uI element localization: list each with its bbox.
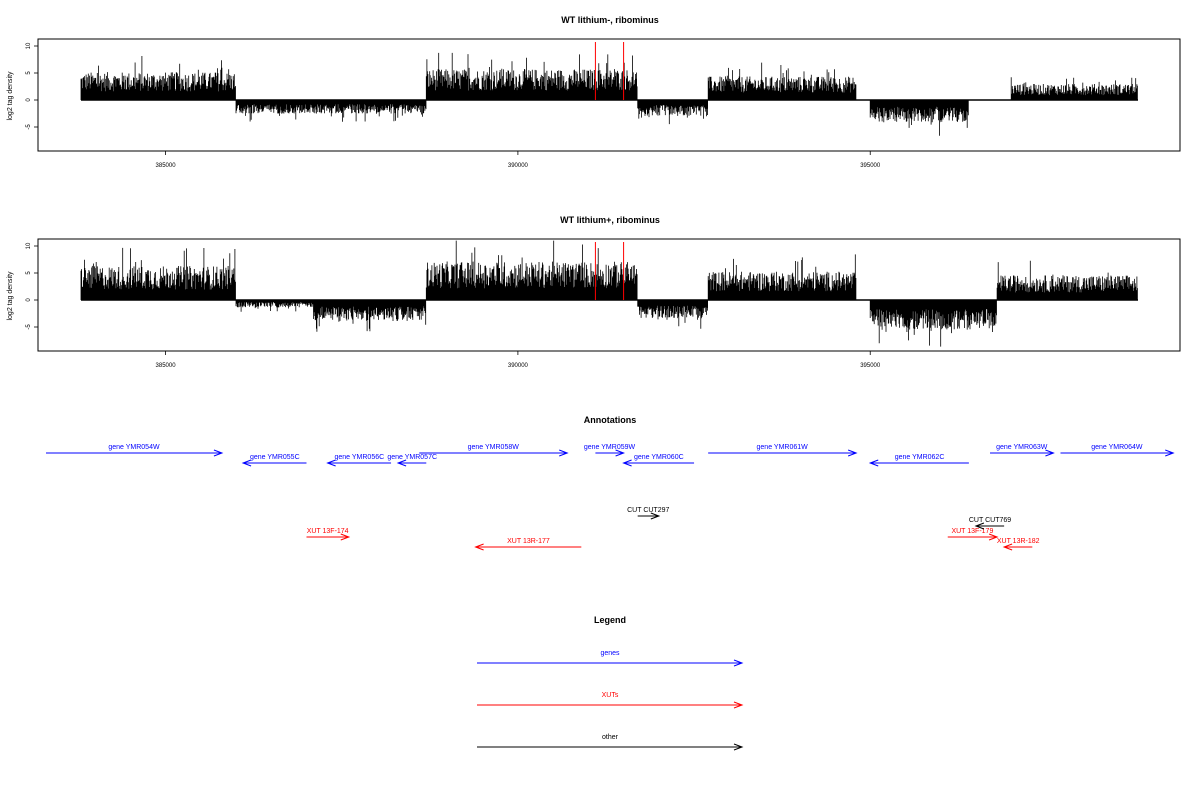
- gene-feature-arrow: [46, 449, 224, 457]
- gene-feature-label: gene YMR054W: [108, 444, 160, 451]
- x-tick-label: 390000: [508, 363, 529, 369]
- panel-title: WT lithium+, ribominus: [560, 215, 660, 225]
- xut-feature-arrow: [1002, 543, 1033, 551]
- y-tick-label: 10: [26, 42, 32, 49]
- panel-title: WT lithium-, ribominus: [561, 15, 659, 25]
- density-bars-minus-0: [235, 100, 427, 122]
- y-axis-label: log2 tag density: [7, 71, 14, 121]
- xut-feature-label: XUT 13R-182: [997, 538, 1040, 545]
- gene-feature-arrow: [1060, 449, 1175, 457]
- legend-label: XUTs: [602, 692, 619, 699]
- gene-feature-label: gene YMR056C: [334, 454, 384, 461]
- density-bars-minus-1: [637, 100, 708, 125]
- gene-feature-label: gene YMR060C: [634, 454, 684, 461]
- gene-feature-label: gene YMR057C: [387, 454, 437, 461]
- xut-feature-arrow: [306, 533, 351, 541]
- x-tick-label: 390000: [508, 163, 529, 169]
- gene-feature-label: gene YMR058W: [468, 444, 520, 451]
- y-tick-label: -5: [26, 124, 32, 130]
- gene-feature-label: gene YMR061W: [757, 444, 809, 451]
- xut-feature-arrow: [474, 543, 582, 551]
- density-bars: [80, 52, 1138, 136]
- gene-feature-label: gene YMR062C: [895, 454, 945, 461]
- x-tick-label: 385000: [156, 163, 177, 169]
- gene-feature-arrow: [708, 449, 858, 457]
- density-bars-minus-3: [869, 300, 997, 347]
- y-tick-label: -5: [26, 324, 32, 330]
- x-axis: 385000 390000 395000: [156, 151, 881, 169]
- y-tick-label: 0: [26, 98, 32, 102]
- legend-arrow-other: [477, 743, 744, 751]
- density-bars-plus-1: [425, 52, 638, 100]
- gene-feature-label: gene YMR063W: [996, 444, 1048, 451]
- gene-feature-label: gene YMR055C: [250, 454, 300, 461]
- xut-feature-label: XUT 13R-177: [507, 538, 550, 545]
- density-bars-plus-1: [425, 240, 638, 300]
- gene-feature-arrow: [595, 449, 626, 457]
- density-bars-plus-3: [996, 260, 1138, 300]
- gene-feature-label: gene YMR064W: [1091, 444, 1143, 451]
- density-bars-minus-2: [869, 100, 969, 136]
- gene-feature-arrow: [396, 459, 427, 467]
- density-bars-plus-0: [80, 56, 236, 100]
- y-tick-label: 5: [26, 271, 32, 275]
- xut-feature-arrow: [947, 533, 999, 541]
- legend-title: Legend: [594, 615, 626, 625]
- annotations-track: Annotations gene YMR054W gene YMR055C gene…: [46, 415, 1175, 551]
- x-tick-label: 395000: [860, 163, 881, 169]
- gene-feature-arrow: [622, 459, 695, 467]
- legend-items: genes XUTs other: [477, 650, 744, 751]
- legend-label: other: [602, 734, 619, 741]
- cut-feature-arrow: [637, 512, 661, 520]
- y-tick-label: 5: [26, 71, 32, 75]
- cut-feature-label: CUT CUT769: [969, 517, 1011, 524]
- annotations-title: Annotations: [584, 415, 637, 425]
- y-axis: -5 0 5 10: [26, 242, 38, 330]
- density-panel-lithium-plus: WT lithium+, ribominus log2 tag density …: [7, 215, 1181, 369]
- x-axis: 385000 390000 395000: [156, 351, 881, 369]
- legend-arrow-xuts: [477, 701, 744, 709]
- gene-feature-arrow: [326, 459, 392, 467]
- y-axis-label: log2 tag density: [7, 271, 14, 321]
- density-bars-minus-1: [313, 300, 427, 332]
- cut-feature-arrow: [974, 522, 1005, 530]
- plot-frame: [37, 38, 1181, 152]
- gene-feature-arrow: [990, 449, 1055, 457]
- legend-arrow-genes: [477, 659, 744, 667]
- gene-feature-arrow: [868, 459, 969, 467]
- y-tick-label: 10: [26, 242, 32, 249]
- y-axis: -5 0 5 10: [26, 42, 38, 130]
- density-bars-plus-0: [80, 247, 236, 300]
- density-panel-lithium-minus: WT lithium-, ribominus log2 tag density …: [7, 15, 1181, 169]
- density-bars-minus-2: [637, 300, 708, 329]
- gene-feature-arrow: [419, 449, 569, 457]
- gene-feature-arrow: [241, 459, 307, 467]
- legend: Legend genes XUTs other: [477, 615, 744, 751]
- x-tick-label: 385000: [156, 363, 177, 369]
- xut-feature-label: XUT 13F-179: [951, 528, 993, 535]
- gene-feature-label: gene YMR059W: [584, 444, 636, 451]
- red-markers: [594, 242, 625, 300]
- density-bars-plus-3: [1010, 77, 1138, 100]
- density-bars: [80, 240, 1138, 347]
- legend-label: genes: [600, 650, 620, 657]
- density-bars-minus-0: [235, 300, 314, 312]
- x-tick-label: 395000: [860, 363, 881, 369]
- red-markers: [594, 42, 625, 100]
- plot-frame: [37, 238, 1181, 352]
- xut-feature-label: XUT 13F-174: [307, 528, 349, 535]
- y-tick-label: 0: [26, 298, 32, 302]
- cut-feature-label: CUT CUT297: [627, 507, 669, 514]
- density-bars-plus-2: [707, 62, 857, 100]
- density-bars-plus-2: [707, 254, 857, 300]
